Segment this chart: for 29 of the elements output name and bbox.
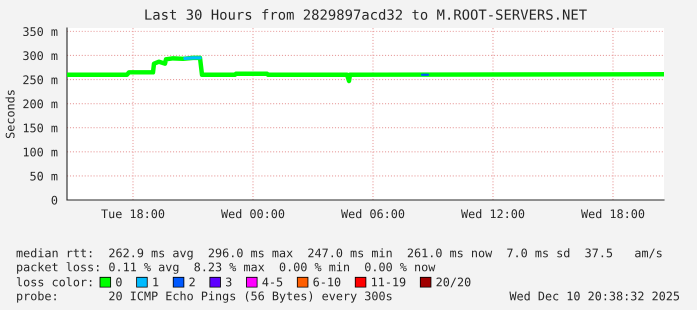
x-tick-label: Wed 06:00 [341,209,404,218]
y-tick-label: 300 m [23,51,58,60]
y-tick-label: 200 m [23,99,58,108]
text: probe: 20 ICMP Echo Pings (56 Bytes) every 300s [17,291,392,303]
legend-label: 3 [226,278,232,286]
legend-label: 20/20 [436,278,470,288]
legend-title: loss color: [16,277,92,286]
y-tick-label: 250 m [23,75,58,84]
line-series [67,56,664,84]
legend-label: 11-19 [372,278,406,286]
chart-title: Last 30 Hours from 2829897acd32 to M.ROOT-SERVERS.NET [145,9,587,20]
x-tick-label: Wed 18:00 [581,209,644,218]
legend-label: 0 [116,278,122,286]
text: Wed Dec 10 20:38:32 2025 [509,291,680,300]
y-tick-label: 0 [52,196,58,205]
text: packet loss: 0.11 % avg 8.23 % max 0.00 % min 0.00 % now [17,262,436,274]
x-tick-label: Tue 18:00 [101,209,164,218]
x-tick-label: Wed 12:00 [461,209,524,218]
legend-label: 4-5 [262,278,282,286]
y-axis-title: Seconds [5,90,15,138]
y-tick-label: 50 m [30,172,58,181]
legend-label: 6-10 [313,278,340,286]
legend-label: 1 [153,278,158,286]
y-tick-label: 150 m [24,123,58,132]
x-tick-label: Wed 00:00 [221,209,284,218]
text: median rtt: 262.9 ms avg 296.0 ms max 247.0 ms min 261.0 ms now 7.0 ms sd 37.5 am/s [16,248,662,260]
y-tick-label: 100 m [24,148,58,157]
legend-label: 2 [189,278,195,286]
y-tick-label: 350 m [23,27,58,36]
